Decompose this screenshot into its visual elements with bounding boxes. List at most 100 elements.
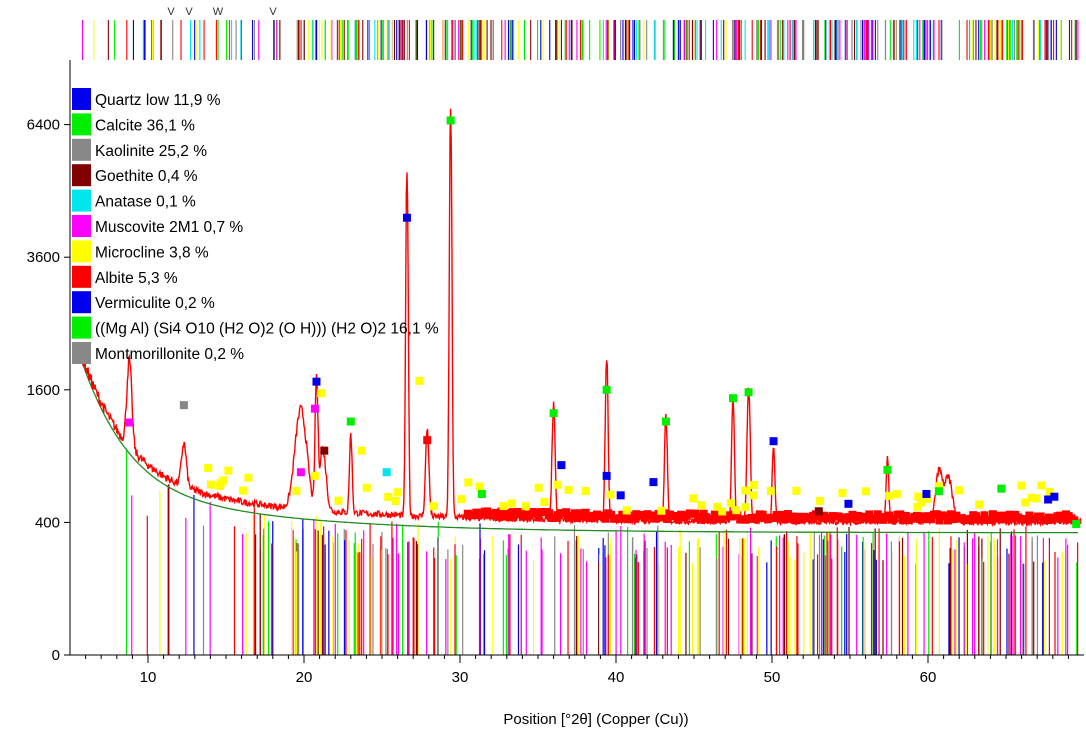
peak-marker — [1072, 520, 1081, 529]
baseline-marker — [718, 507, 727, 516]
baseline-marker — [606, 490, 615, 499]
peak-marker — [423, 436, 432, 445]
baseline-marker — [239, 486, 248, 495]
peak-marker — [357, 446, 366, 455]
baseline-marker — [726, 499, 735, 508]
baseline-marker — [384, 492, 393, 501]
x-tick-label: 60 — [920, 669, 937, 686]
x-axis-title: Position [°2θ] (Copper (Cu)) — [503, 711, 688, 728]
peak-marker — [310, 404, 319, 413]
baseline-marker — [923, 494, 932, 503]
baseline-marker — [885, 511, 893, 520]
peak-marker — [179, 401, 188, 410]
baseline-marker — [946, 510, 955, 519]
peak-marker — [402, 213, 411, 222]
baseline-marker — [913, 502, 922, 511]
legend-swatch — [72, 342, 91, 364]
top-stick-marker: W — [213, 6, 224, 18]
x-tick-label: 50 — [764, 669, 781, 686]
peak-marker — [415, 376, 424, 385]
peak-marker — [922, 489, 931, 498]
peak-marker — [382, 468, 391, 477]
baseline-marker — [749, 491, 758, 500]
baseline-marker — [708, 515, 717, 524]
baseline-marker — [663, 514, 672, 523]
baseline-marker — [713, 502, 722, 511]
peak-marker — [844, 499, 853, 508]
top-stick-marker: V — [269, 6, 277, 18]
top-stick-marker: V — [185, 6, 193, 18]
baseline-marker — [896, 510, 905, 519]
legend-swatch — [72, 189, 91, 212]
baseline-marker — [980, 511, 989, 520]
baseline-marker — [988, 510, 997, 519]
baseline-marker — [935, 516, 944, 525]
baseline-marker — [674, 514, 683, 523]
peak-marker — [744, 388, 753, 397]
peak-marker — [446, 116, 455, 125]
baseline-marker — [861, 487, 870, 496]
baseline-marker — [393, 488, 402, 497]
baseline-marker — [732, 506, 741, 515]
baseline-marker — [564, 485, 573, 494]
baseline-marker — [1021, 498, 1030, 507]
baseline-marker — [741, 503, 750, 512]
baseline-marker — [545, 509, 554, 518]
legend-swatch — [72, 265, 91, 288]
baseline-marker — [934, 482, 943, 491]
baseline-marker — [1002, 515, 1011, 524]
baseline-marker — [601, 514, 610, 523]
baseline-marker — [838, 488, 847, 497]
baseline-marker — [657, 513, 666, 522]
top-reference-stick-strip — [70, 20, 1084, 60]
legend-label: Goethite 0,4 % — [95, 168, 198, 185]
baseline-marker — [497, 507, 506, 516]
peak-marker — [769, 437, 778, 446]
baseline-marker — [464, 478, 473, 487]
legend-swatch — [72, 240, 91, 263]
baseline-marker — [885, 491, 894, 500]
peak-marker — [317, 389, 326, 398]
baseline-marker — [310, 471, 319, 480]
legend-swatch — [72, 291, 91, 314]
baseline-marker — [783, 510, 792, 519]
baseline-marker — [892, 490, 901, 499]
peak-marker — [557, 461, 566, 470]
baseline-marker — [1045, 487, 1054, 496]
x-tick-label: 10 — [140, 669, 157, 686]
baseline-marker — [224, 466, 233, 475]
peak-marker — [602, 385, 611, 394]
peak-markers — [125, 116, 1081, 529]
legend-swatch — [72, 316, 91, 339]
baseline-marker — [750, 481, 759, 490]
top-stick-markers: V V W V — [167, 6, 277, 18]
baseline-marker — [622, 506, 631, 515]
y-tick-label: 0 — [52, 647, 60, 664]
baseline-marker — [362, 483, 371, 492]
baseline-marker — [697, 501, 706, 510]
baseline-marker — [741, 486, 750, 495]
peak-marker — [549, 409, 558, 418]
legend-swatch — [72, 164, 91, 187]
baseline-marker — [457, 495, 466, 504]
y-tick-label: 400 — [35, 514, 60, 531]
baseline-marker — [1037, 481, 1046, 490]
legend-label: Montmorillonite 0,2 % — [95, 346, 244, 363]
legend-swatch — [72, 113, 91, 136]
legend-label: Muscovite 2M1 0,7 % — [95, 219, 243, 236]
legend-label: Vermiculite 0,2 % — [95, 295, 215, 312]
peak-marker — [346, 417, 355, 426]
peak-marker — [661, 417, 670, 426]
peak-marker — [1044, 495, 1053, 504]
x-tick-label: 40 — [608, 669, 625, 686]
baseline-marker — [204, 464, 213, 473]
baseline-marker — [581, 487, 590, 496]
baseline-marker — [862, 514, 871, 523]
baseline-marker — [553, 480, 562, 489]
y-tick-label: 1600 — [27, 382, 60, 399]
baseline-marker — [505, 513, 514, 522]
peak-marker — [649, 478, 658, 487]
y-tick-label: 3600 — [27, 249, 60, 266]
baseline-marker — [955, 486, 964, 495]
